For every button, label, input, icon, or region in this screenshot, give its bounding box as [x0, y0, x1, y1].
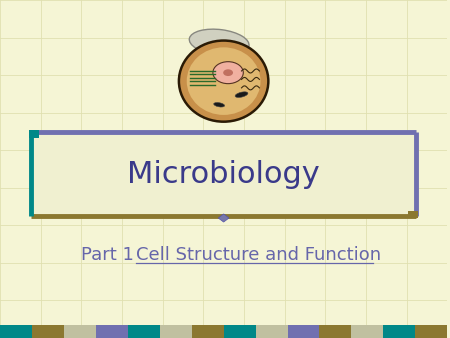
Polygon shape: [218, 214, 229, 222]
Bar: [288, 325, 320, 338]
Bar: [256, 325, 288, 338]
Bar: [32, 325, 64, 338]
Bar: [408, 211, 418, 218]
Ellipse shape: [187, 47, 261, 115]
Bar: [0, 325, 32, 338]
Bar: [64, 325, 96, 338]
Bar: [160, 325, 192, 338]
Bar: [415, 325, 447, 338]
Bar: [320, 325, 351, 338]
Text: Microbiology: Microbiology: [127, 160, 320, 189]
Bar: [29, 130, 39, 138]
Ellipse shape: [223, 69, 233, 76]
Bar: [224, 325, 256, 338]
Ellipse shape: [179, 41, 268, 122]
Bar: [351, 325, 383, 338]
Text: Cell Structure and Function: Cell Structure and Function: [136, 246, 382, 264]
Ellipse shape: [214, 102, 225, 107]
Bar: [128, 325, 160, 338]
Text: Part 1: Part 1: [81, 246, 139, 264]
Bar: [32, 132, 416, 216]
Ellipse shape: [213, 62, 243, 84]
Ellipse shape: [189, 29, 249, 55]
Bar: [96, 325, 128, 338]
Ellipse shape: [235, 92, 248, 97]
Bar: [192, 325, 224, 338]
Bar: [383, 325, 415, 338]
